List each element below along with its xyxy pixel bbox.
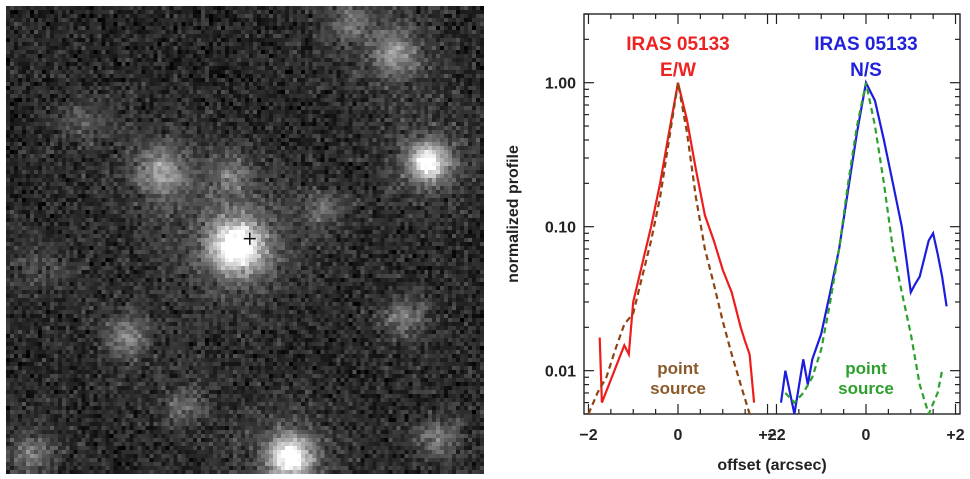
annotation-line2: source: [838, 379, 894, 398]
ytick-label: 1.00: [545, 76, 576, 93]
target-profile-line-0: [598, 82, 756, 404]
y-axis-label: normalized profile: [505, 145, 522, 283]
xtick-label: 0: [862, 427, 871, 444]
xtick-label: −2: [767, 427, 785, 444]
plot-frame: [583, 13, 961, 415]
panel-title-line1: IRAS 05133: [814, 34, 918, 55]
annotation-line2: source: [650, 379, 706, 398]
target-profile-line-1: [779, 79, 948, 414]
xtick-label: 0: [674, 427, 683, 444]
xtick-label: +2: [758, 427, 776, 444]
annotation-line1: point: [845, 359, 887, 378]
ytick-label: 0.01: [545, 364, 576, 381]
panel-title-line2: E/W: [660, 60, 696, 81]
panel-title-line1: IRAS 05133: [626, 34, 730, 55]
profile-plot-area: 1.00 0.10 0.01 normalized profile offset (ar…: [505, 13, 965, 474]
xtick-label: +2: [946, 427, 964, 444]
annotation-line1: point: [657, 359, 699, 378]
xtick-label: −2: [579, 427, 597, 444]
x-axis-label: offset (arcsec): [717, 457, 826, 474]
ytick-label: 0.10: [545, 220, 576, 237]
point-source-profile-line-1: [784, 82, 944, 414]
panel-title-line2: N/S: [850, 60, 882, 81]
sky-image: [6, 6, 484, 474]
target-cross-marker: [243, 232, 256, 245]
